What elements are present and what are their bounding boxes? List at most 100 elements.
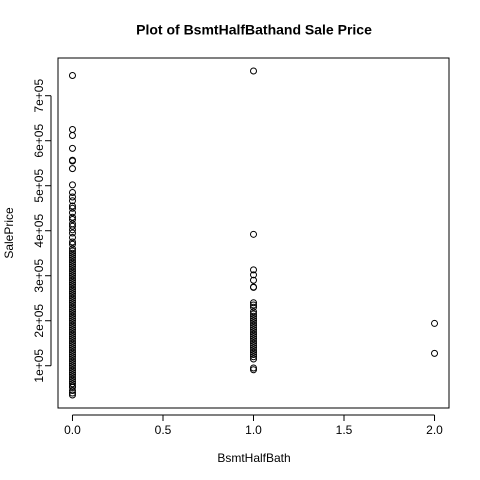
point bbox=[68, 144, 76, 152]
point bbox=[68, 380, 76, 388]
point bbox=[68, 364, 76, 372]
point bbox=[68, 209, 76, 217]
point bbox=[68, 371, 76, 379]
point bbox=[68, 256, 76, 264]
point bbox=[250, 326, 257, 334]
y-tick-label: 5e+05 bbox=[32, 169, 46, 203]
point bbox=[68, 299, 76, 307]
point bbox=[68, 251, 76, 259]
point bbox=[68, 213, 76, 221]
point bbox=[68, 274, 76, 282]
point bbox=[250, 344, 257, 352]
point bbox=[68, 355, 76, 363]
point bbox=[68, 350, 76, 358]
point bbox=[68, 335, 76, 343]
point bbox=[250, 366, 257, 374]
point bbox=[68, 305, 76, 313]
point bbox=[250, 312, 257, 320]
point bbox=[68, 258, 76, 266]
point bbox=[68, 332, 76, 340]
point bbox=[68, 249, 76, 257]
point bbox=[250, 341, 257, 349]
point bbox=[68, 344, 76, 352]
point bbox=[68, 308, 76, 316]
point bbox=[68, 131, 76, 139]
plot-box bbox=[57, 57, 450, 409]
point bbox=[68, 240, 76, 248]
point bbox=[68, 229, 76, 237]
point bbox=[68, 339, 76, 347]
point bbox=[250, 321, 257, 329]
point bbox=[68, 337, 76, 345]
x-tick-label: 2.0 bbox=[426, 423, 443, 437]
y-tick-label: 3e+05 bbox=[32, 259, 46, 293]
x-axis-label: BsmtHalfBath bbox=[217, 451, 290, 465]
point bbox=[68, 276, 76, 284]
point bbox=[68, 238, 76, 246]
point bbox=[68, 267, 76, 275]
point bbox=[68, 326, 76, 334]
point bbox=[68, 359, 76, 367]
point bbox=[68, 389, 76, 397]
point bbox=[68, 216, 76, 224]
point bbox=[68, 193, 76, 201]
point bbox=[68, 391, 76, 399]
point bbox=[250, 348, 257, 356]
point bbox=[250, 266, 257, 274]
point bbox=[250, 335, 257, 343]
point bbox=[250, 332, 257, 340]
point bbox=[68, 317, 76, 325]
point bbox=[68, 312, 76, 320]
point bbox=[431, 349, 439, 357]
point bbox=[68, 341, 76, 349]
point bbox=[68, 290, 76, 298]
point bbox=[68, 321, 76, 329]
point bbox=[68, 296, 76, 304]
point bbox=[68, 362, 76, 370]
point bbox=[68, 247, 76, 255]
point bbox=[250, 330, 257, 338]
point bbox=[68, 188, 76, 196]
point bbox=[250, 67, 257, 75]
chart-title: Plot of BsmtHalfBathand Sale Price bbox=[136, 22, 372, 38]
x-tick-label: 0.0 bbox=[64, 423, 81, 437]
point bbox=[68, 269, 76, 277]
point bbox=[250, 328, 257, 336]
point bbox=[68, 357, 76, 365]
point bbox=[68, 263, 76, 271]
y-tick-label: 2e+05 bbox=[32, 304, 46, 338]
point bbox=[250, 314, 257, 322]
point bbox=[68, 292, 76, 300]
point bbox=[68, 310, 76, 318]
point bbox=[68, 281, 76, 289]
point bbox=[68, 226, 76, 234]
point bbox=[68, 197, 76, 205]
point bbox=[68, 287, 76, 295]
point bbox=[250, 303, 257, 311]
point bbox=[68, 204, 76, 212]
point bbox=[68, 165, 76, 173]
point bbox=[250, 276, 257, 284]
point bbox=[68, 328, 76, 336]
point bbox=[68, 319, 76, 327]
point bbox=[250, 355, 257, 363]
x-tick-label: 1.5 bbox=[336, 423, 353, 437]
point bbox=[250, 230, 257, 238]
point bbox=[68, 348, 76, 356]
point bbox=[68, 245, 76, 253]
point bbox=[68, 301, 76, 309]
point bbox=[68, 386, 76, 394]
point bbox=[68, 272, 76, 280]
point bbox=[68, 278, 76, 286]
point bbox=[68, 71, 76, 79]
y-tick-label: 6e+05 bbox=[32, 124, 46, 158]
point bbox=[250, 299, 257, 307]
point bbox=[68, 254, 76, 262]
point bbox=[68, 222, 76, 230]
point bbox=[68, 330, 76, 338]
y-axis-label: SalePrice bbox=[2, 207, 16, 259]
point bbox=[68, 285, 76, 293]
point bbox=[431, 319, 439, 327]
